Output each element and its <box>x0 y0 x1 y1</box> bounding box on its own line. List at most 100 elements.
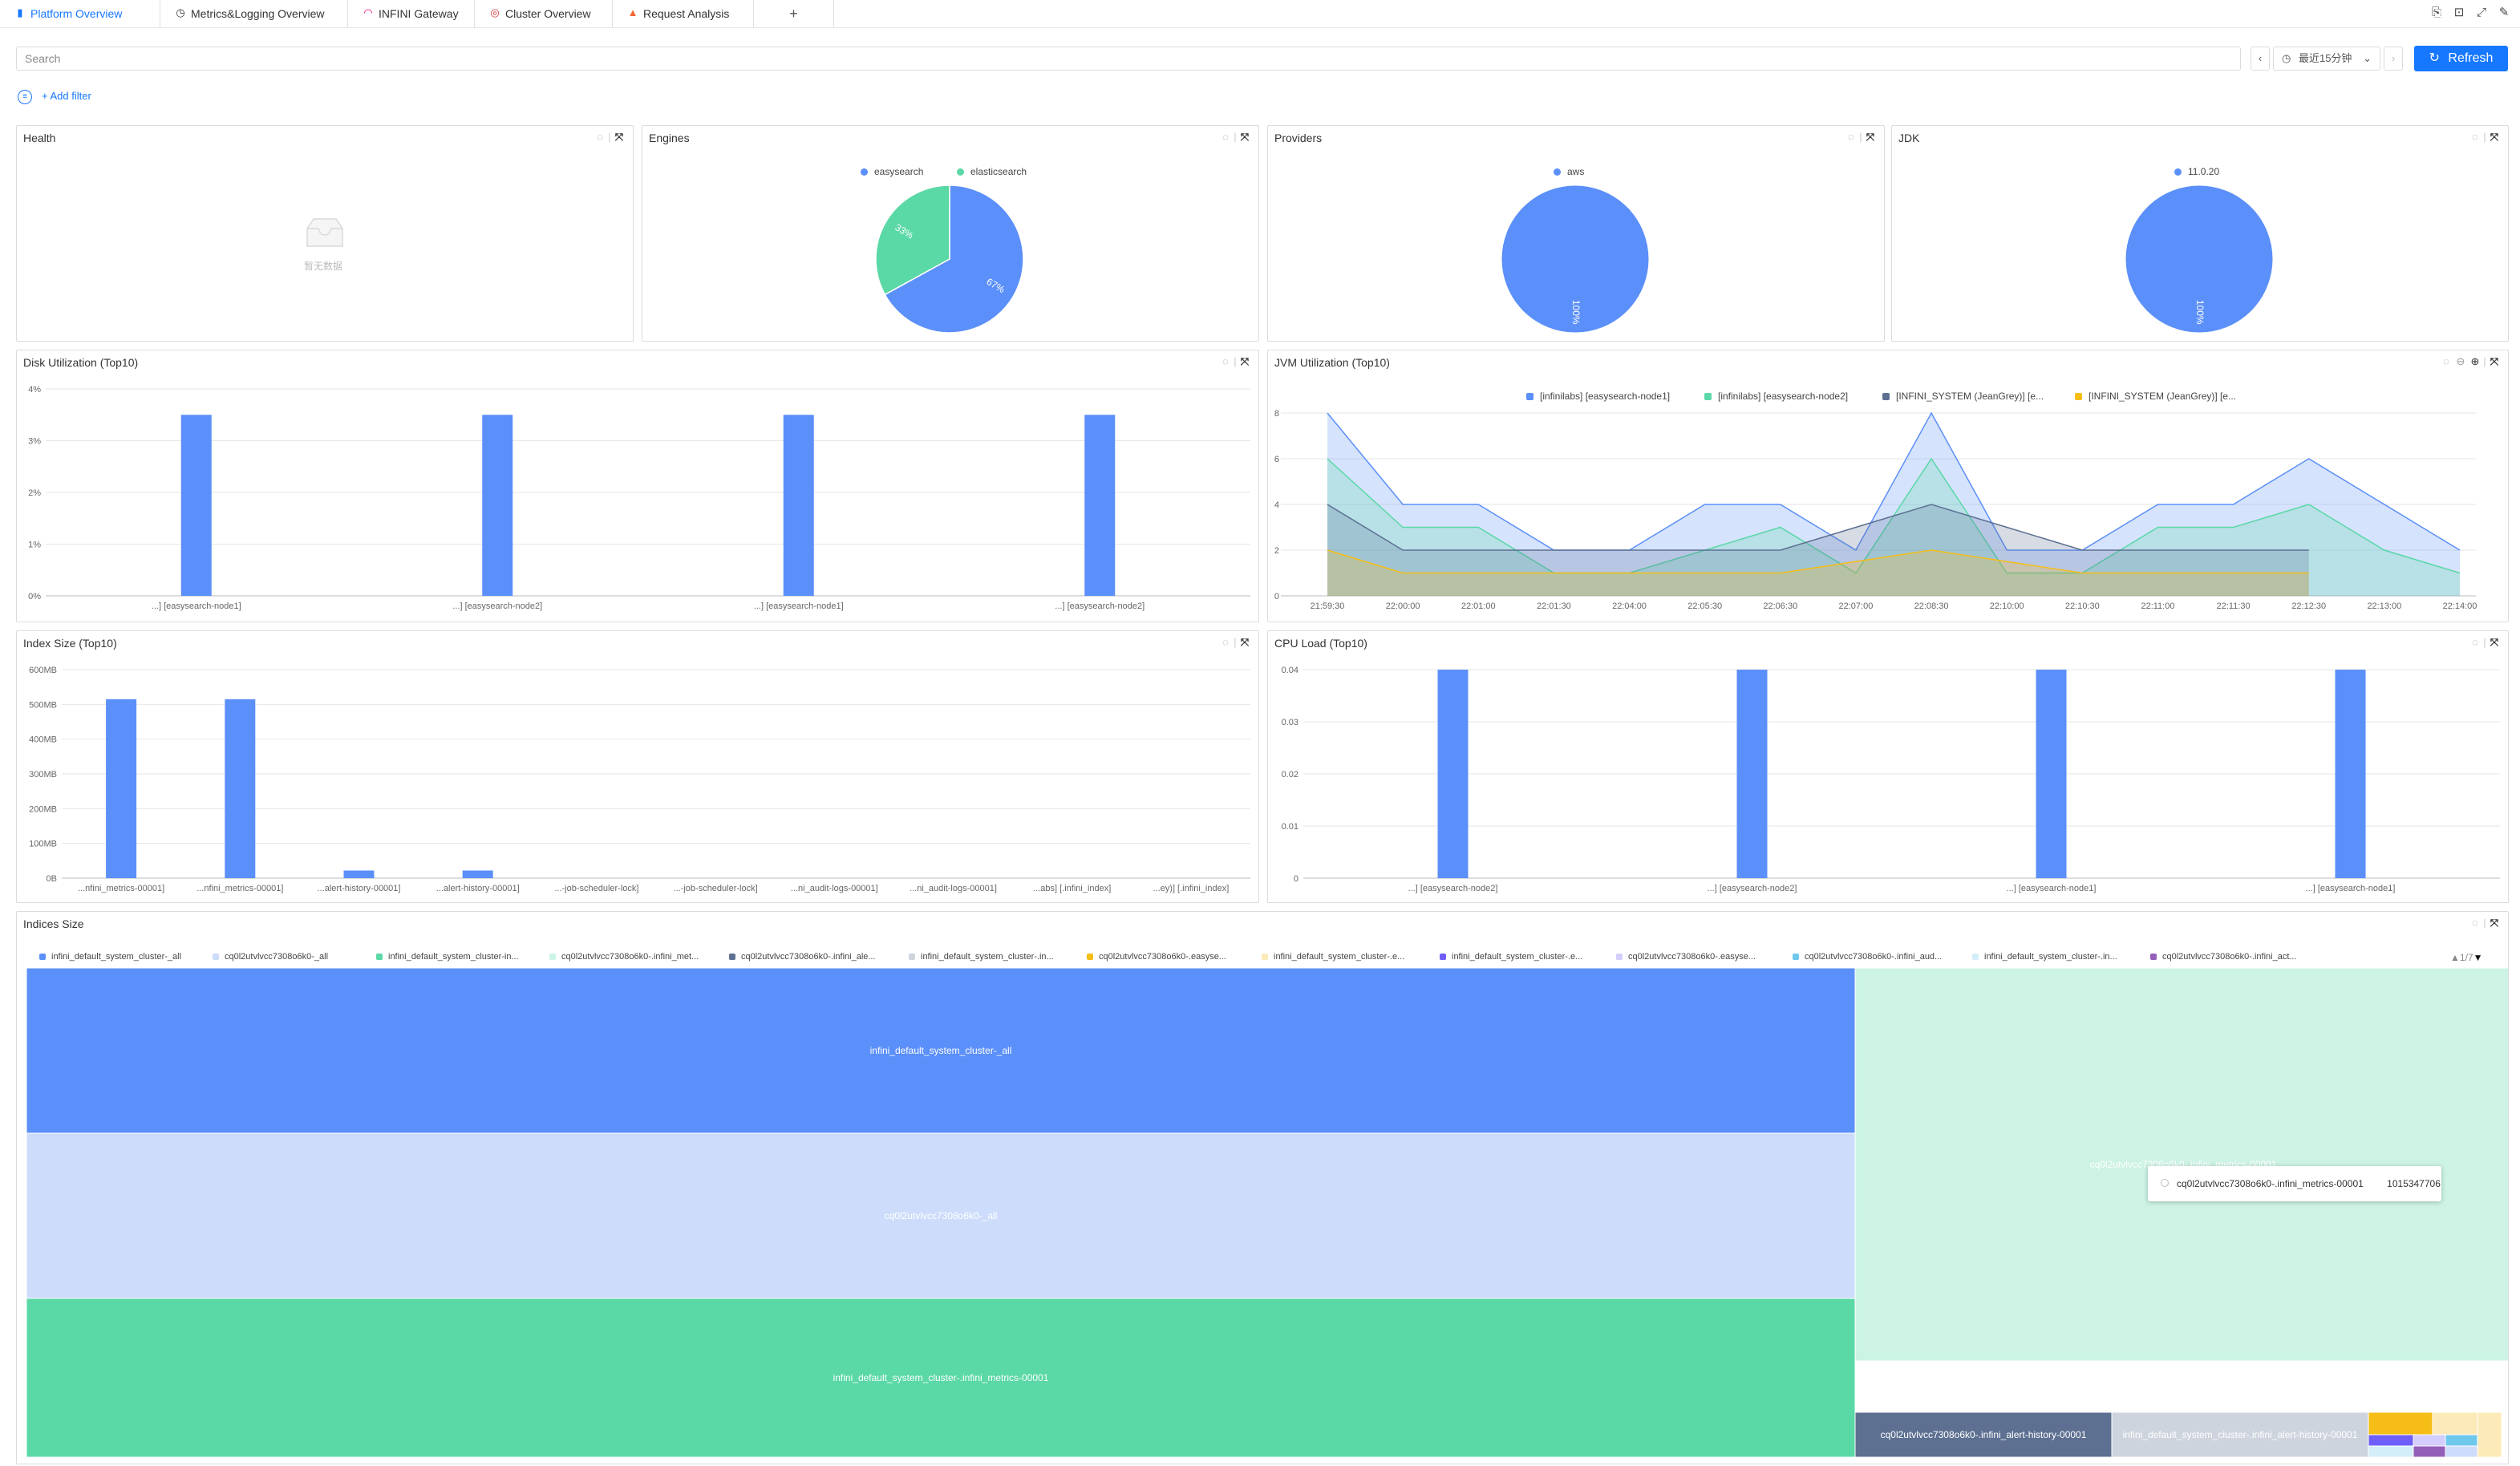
legend-label: infini_default_system_cluster-.e... <box>1452 952 1583 962</box>
legend-swatch <box>1704 393 1712 400</box>
info-icon[interactable]: ◌ <box>1848 131 1854 143</box>
edit-icon[interactable]: ✎ <box>2498 6 2510 19</box>
treemap-cell <box>2368 1411 2433 1436</box>
info-icon[interactable]: ◌ <box>2443 355 2449 367</box>
x-tick-label: ...] [easysearch-node2] <box>452 601 542 611</box>
x-tick-label: ...nfini_metrics-00001] <box>78 884 164 893</box>
engines-pie: 67%33% <box>875 184 1024 334</box>
search-input[interactable]: Search <box>16 47 2241 71</box>
panel-title: JDK <box>1898 132 1920 144</box>
x-tick-label: 22:10:30 <box>2065 601 2100 611</box>
legend-label: 11.0.20 <box>2188 166 2220 177</box>
y-tick-label: 600MB <box>29 666 57 675</box>
add-filter-button[interactable]: + Add filter <box>42 90 91 102</box>
legend-swatch <box>2150 954 2157 960</box>
bar <box>343 870 375 878</box>
legend-swatch <box>39 954 46 960</box>
legend-item[interactable]: elasticsearch <box>957 166 1027 177</box>
expand-icon[interactable]: ⤧ <box>2490 917 2499 929</box>
expand-icon[interactable]: ⤧ <box>614 131 624 143</box>
legend-item[interactable]: [infinilabs] [easysearch-node1] <box>1526 391 1670 402</box>
tab-cluster-overview[interactable]: ◎ Cluster Overview <box>475 0 613 27</box>
legend-item[interactable]: infini_default_system_cluster-.e... <box>1262 952 1404 962</box>
legend-item[interactable]: infini_default_system_cluster-.e... <box>1440 952 1582 962</box>
treemap-cell <box>2477 1411 2502 1458</box>
info-icon[interactable]: ◌ <box>2472 636 2478 648</box>
x-tick-label: ...ey)] [.infini_index] <box>1153 884 1230 893</box>
fullscreen-icon[interactable]: ⤢ <box>2476 6 2486 19</box>
expand-icon[interactable]: ⤧ <box>1240 636 1250 648</box>
legend-label: easysearch <box>874 166 924 177</box>
jdk-pie: 100% <box>2125 184 2274 334</box>
expand-icon[interactable]: ⤧ <box>2490 636 2499 648</box>
zoom-in-icon[interactable]: ⊕ <box>2470 355 2480 367</box>
bar <box>1084 415 1116 596</box>
legend-item[interactable]: infini_default_system_cluster-.in... <box>1972 952 2117 962</box>
legend-item[interactable]: cq0l2utvlvcc7308o6k0-_all <box>213 952 328 962</box>
bar <box>482 415 513 596</box>
legend-item[interactable]: easysearch <box>861 166 923 177</box>
legend-item[interactable]: [INFINI_SYSTEM (JeanGrey)] [e... <box>2075 391 2236 402</box>
treemap-cell <box>26 967 1856 1134</box>
x-tick-label: ...] [easysearch-node2] <box>1408 884 1498 893</box>
screenshot-icon[interactable]: ⊡ <box>2453 6 2465 19</box>
tab-request-analysis[interactable]: ▲ Request Analysis <box>613 0 754 27</box>
legend-item[interactable]: [INFINI_SYSTEM (JeanGrey)] [e... <box>1882 391 2044 402</box>
legend-item[interactable]: 11.0.20 <box>2174 166 2219 177</box>
share-icon[interactable]: ⎘ <box>2431 6 2441 19</box>
x-tick-label: 22:00:00 <box>1386 601 1420 611</box>
time-range-picker[interactable]: ◷ 最近15分钟 ⌄ <box>2273 47 2380 71</box>
x-tick-label: ...alert-history-00001] <box>436 884 520 893</box>
tab-platform-overview[interactable]: ▮ Platform Overview <box>0 0 160 27</box>
expand-icon[interactable]: ⤧ <box>2490 355 2499 367</box>
legend-label: infini_default_system_cluster-in... <box>388 952 519 962</box>
time-next-button[interactable]: › <box>2384 47 2403 71</box>
panel-title: Engines <box>649 132 690 144</box>
info-icon[interactable]: ◌ <box>2472 131 2478 143</box>
x-tick-label: 22:06:30 <box>1763 601 1797 611</box>
legend-pager[interactable]: ▲1/7▼ <box>2450 952 2482 963</box>
expand-icon[interactable]: ⤧ <box>1240 355 1250 367</box>
info-icon[interactable]: ◌ <box>2472 917 2478 929</box>
expand-icon[interactable]: ⤧ <box>2490 131 2499 143</box>
tab-infini-gateway[interactable]: ◠ INFINI Gateway <box>348 0 475 27</box>
pie-slice <box>1501 184 1650 334</box>
tab-label: INFINI Gateway <box>379 7 459 20</box>
legend-item[interactable]: cq0l2utvlvcc7308o6k0-.infini_act... <box>2150 952 2297 962</box>
time-prev-button[interactable]: ‹ <box>2251 47 2270 71</box>
empty-box-icon <box>306 218 343 247</box>
info-icon[interactable]: ◌ <box>1222 131 1229 143</box>
info-icon[interactable]: ◌ <box>597 131 603 143</box>
legend-item[interactable]: infini_default_system_cluster-_all <box>39 952 181 962</box>
info-icon[interactable]: ◌ <box>1222 636 1229 648</box>
expand-icon[interactable]: ⤧ <box>1240 131 1250 143</box>
info-icon[interactable]: ◌ <box>1222 355 1229 367</box>
caret-up-icon[interactable]: ▲ <box>2450 952 2460 963</box>
legend-item[interactable]: infini_default_system_cluster-.in... <box>909 952 1054 962</box>
legend-item[interactable]: infini_default_system_cluster-in... <box>376 952 519 962</box>
y-tick-label: 1% <box>28 541 41 550</box>
tab-metrics-logging-overview[interactable]: ◷ Metrics&Logging Overview <box>160 0 348 27</box>
legend-item[interactable]: aws <box>1554 166 1584 177</box>
y-tick-label: 300MB <box>29 770 57 780</box>
caret-down-icon[interactable]: ▼ <box>2473 952 2483 963</box>
legend-item[interactable]: [infinilabs] [easysearch-node2] <box>1704 391 1848 402</box>
legend-item[interactable]: cq0l2utvlvcc7308o6k0-.easyse... <box>1087 952 1226 962</box>
legend-item[interactable]: cq0l2utvlvcc7308o6k0-.easyse... <box>1616 952 1756 962</box>
y-tick-label: 4% <box>28 385 41 395</box>
legend-label: cq0l2utvlvcc7308o6k0-.infini_met... <box>561 952 699 962</box>
refresh-button[interactable]: ↻ Refresh <box>2414 46 2508 71</box>
legend-label: infini_default_system_cluster-.e... <box>1274 952 1405 962</box>
zoom-out-icon[interactable]: ⊖ <box>2456 355 2465 367</box>
filter-icon[interactable]: ≡ <box>18 90 32 104</box>
tab-label: Platform Overview <box>30 7 123 20</box>
add-tab-button[interactable]: + <box>754 0 834 27</box>
x-tick-label: 22:04:00 <box>1612 601 1647 611</box>
legend-item[interactable]: cq0l2utvlvcc7308o6k0-.infini_met... <box>549 952 699 962</box>
jdk-panel: JDK ◌ | ⤧ 11.0.20 100% <box>1891 125 2509 342</box>
legend-swatch <box>1616 954 1623 960</box>
legend-item[interactable]: cq0l2utvlvcc7308o6k0-.infini_ale... <box>729 952 876 962</box>
legend-swatch <box>549 954 556 960</box>
expand-icon[interactable]: ⤧ <box>1866 131 1875 143</box>
legend-item[interactable]: cq0l2utvlvcc7308o6k0-.infini_aud... <box>1793 952 1942 962</box>
